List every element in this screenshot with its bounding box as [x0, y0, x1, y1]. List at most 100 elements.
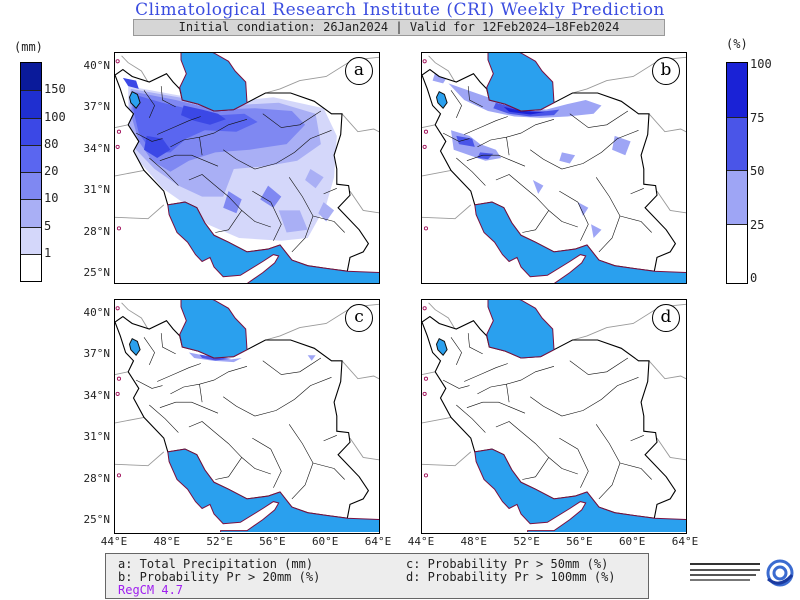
province-border [456, 404, 486, 433]
map-title: Climatological Research Institute (CRI) … [135, 0, 665, 20]
colorbar-tick-label: 100 [750, 57, 772, 71]
province-border [630, 188, 644, 195]
province-border [559, 437, 589, 488]
precipitation-contour [456, 135, 475, 147]
precipitation-contour [122, 77, 139, 89]
province-border [442, 132, 470, 142]
province-border [595, 424, 621, 500]
precipitation-contour [493, 102, 560, 117]
panel-a-total-precipitation: a [114, 52, 380, 284]
country-border [656, 437, 686, 461]
latitude-tick-label: 28°N [83, 471, 111, 485]
panel-letter-a: a [345, 57, 373, 85]
country-border [341, 113, 379, 133]
province-border [323, 435, 337, 442]
province-border [477, 119, 555, 148]
country-border [422, 371, 436, 376]
province-border [199, 384, 203, 403]
precipitation-contour [503, 106, 547, 115]
map-canvas [115, 300, 379, 532]
province-border [288, 424, 314, 500]
province-border [149, 404, 179, 433]
province-border [450, 337, 462, 366]
province-border [143, 90, 155, 119]
colorbar-segment [727, 223, 747, 277]
longitude-tick-label: 48°E [460, 535, 488, 548]
island-marker [115, 59, 120, 64]
caspian-sea [486, 53, 555, 112]
precipitation-layer [122, 77, 337, 241]
province-border [619, 462, 652, 480]
province-border [466, 154, 526, 167]
lake-urmia [435, 338, 448, 356]
island-marker [423, 226, 429, 231]
precipitation-contour [181, 105, 226, 125]
province-border [312, 215, 345, 233]
province-border [467, 86, 483, 108]
panel-b-probability-20mm: b [421, 52, 687, 284]
persian-gulf [167, 448, 379, 532]
caspian-sea [486, 300, 555, 359]
province-border [223, 130, 332, 170]
lake-urmia [128, 91, 141, 109]
province-border [467, 333, 483, 355]
latitude-tick-label: 25°N [83, 512, 111, 526]
province-border [188, 174, 271, 228]
legend-b: b: Probability Pr > 20mm (%) [118, 570, 321, 584]
country-border [428, 302, 456, 330]
lake-urmia [435, 91, 448, 109]
province-border [149, 157, 179, 186]
country-border [422, 451, 472, 467]
longitude-tick-label: 60°E [618, 535, 646, 548]
latitude-tick-label: 37°N [83, 100, 111, 114]
precipitation-contour [144, 135, 171, 158]
province-border [559, 190, 589, 241]
latitude-tick-label: 34°N [83, 388, 111, 402]
latitude-tick-label: 25°N [83, 265, 111, 279]
latitude-tick-label: 34°N [83, 141, 111, 155]
island-marker [423, 376, 429, 381]
legend-d: d: Probability Pr > 100mm (%) [406, 570, 616, 584]
precipitation-contour [278, 210, 308, 233]
colorbar-tick-label: 5 [44, 218, 52, 233]
latitude-tick-label: 31°N [83, 183, 111, 197]
province-border [159, 401, 219, 414]
province-border [170, 119, 248, 148]
caspian-sea [179, 300, 248, 359]
probability-colorbar [726, 62, 748, 284]
province-border [456, 157, 486, 186]
province-border [450, 90, 462, 119]
panel-legend: a: Total Precipitation (mm) b: Probabili… [105, 553, 649, 599]
country-border [648, 360, 686, 380]
precipitation-contour [133, 94, 258, 153]
precipitation-contour [305, 169, 324, 189]
province-border [522, 457, 549, 480]
colorbar-segment [21, 144, 41, 172]
country-border [422, 416, 452, 424]
colorbar-segment [727, 116, 747, 170]
province-border [530, 377, 639, 417]
longitude-tick-label: 60°E [311, 535, 339, 548]
country-border [115, 451, 165, 467]
province-border [143, 337, 155, 366]
province-border [215, 210, 242, 233]
panel-c-probability-50mm: c [114, 299, 380, 534]
panel-letter-b: b [652, 57, 680, 85]
precipitation-contour [451, 130, 502, 161]
precipitation-contour [532, 180, 544, 194]
island-marker [422, 306, 427, 311]
longitude-tick-label: 44°E [100, 535, 128, 548]
province-border [569, 357, 629, 375]
precipitation-contour [559, 152, 576, 164]
country-border [341, 360, 379, 380]
province-border [522, 210, 549, 233]
persian-gulf [474, 448, 686, 532]
persian-gulf [474, 201, 686, 283]
precipitation-colorbar [20, 62, 42, 282]
panel-letter-c: c [345, 304, 373, 332]
country-border [422, 169, 452, 177]
panel-letter-d: d [652, 304, 680, 332]
logo-icon [690, 559, 794, 587]
province-border [442, 379, 470, 389]
colorbar-tick-label: 150 [44, 82, 66, 97]
